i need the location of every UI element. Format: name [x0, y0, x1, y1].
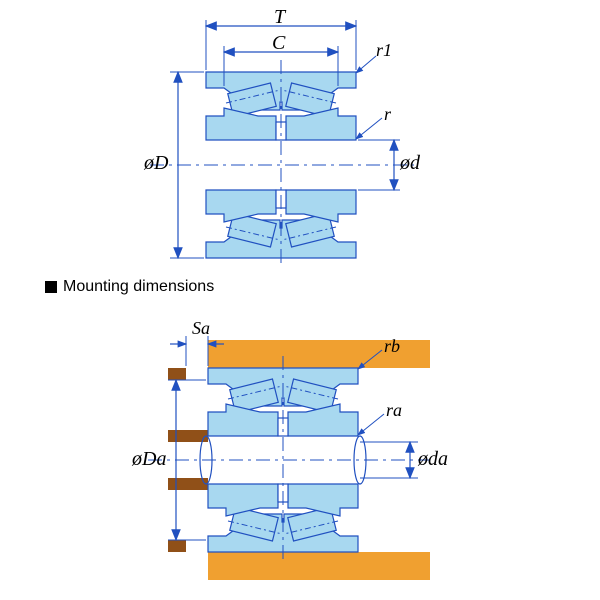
- bottom-mounting-diagram: [148, 336, 430, 580]
- label-T: T: [274, 6, 285, 29]
- section-title-text: Mounting dimensions: [63, 278, 214, 295]
- leader-r: [356, 118, 382, 139]
- label-rb: rb: [384, 336, 400, 357]
- label-D: øD: [144, 152, 168, 175]
- bullet-square-icon: [45, 281, 57, 293]
- spacer-brown-upper: [168, 368, 186, 380]
- leader-r1: [356, 56, 376, 73]
- label-da: øda: [418, 448, 448, 471]
- section-title: Mounting dimensions: [45, 278, 214, 296]
- leader-ra: [358, 414, 384, 435]
- spacer-brown-lower: [168, 540, 186, 552]
- label-C: C: [272, 32, 285, 55]
- top-bearing-diagram: [150, 20, 414, 266]
- label-d: ød: [400, 152, 420, 175]
- label-Da: øDa: [132, 448, 166, 471]
- label-r: r: [384, 104, 391, 125]
- label-r1: r1: [376, 40, 392, 61]
- label-Sa: Sa: [192, 318, 210, 339]
- label-ra: ra: [386, 400, 402, 421]
- housing-lower: [208, 552, 430, 580]
